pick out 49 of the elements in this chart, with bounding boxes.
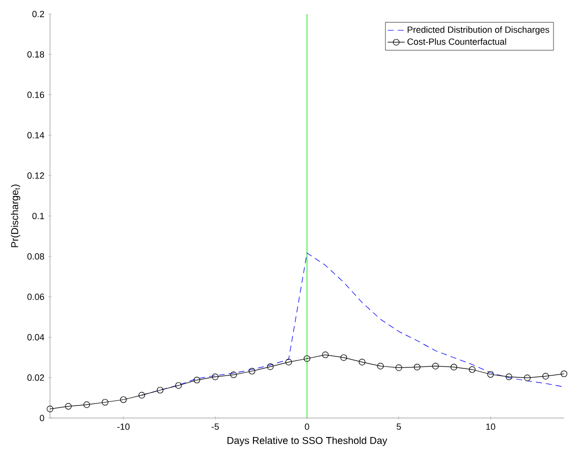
point: [542, 372, 549, 380]
y-tick-label: 0.1: [32, 212, 44, 220]
x-tick-label: -5: [212, 424, 219, 430]
y-tick-label: 0.2: [32, 10, 44, 18]
point: [432, 362, 439, 370]
point: [230, 371, 237, 378]
point: [487, 371, 494, 378]
point: [340, 354, 348, 361]
y-tick-label: 0.08: [27, 253, 44, 260]
point: [304, 355, 310, 362]
point: [120, 396, 127, 403]
y-tick-label: 0.16: [27, 92, 44, 98]
point: [138, 392, 146, 398]
legend-label: Cost-Plus Counterfactual: [407, 38, 506, 45]
y-tick-label: 0.06: [27, 294, 44, 300]
point: [468, 366, 476, 373]
y-tick-label: 0: [40, 414, 44, 422]
y-tick-label: 0.18: [27, 51, 44, 58]
point: [377, 362, 384, 370]
y-tick-label: 0.02: [27, 374, 44, 381]
x-tick-label: 10: [486, 424, 496, 430]
point: [358, 358, 366, 366]
point: [322, 351, 329, 358]
x-tick-label: -10: [117, 424, 130, 430]
point: [524, 374, 531, 382]
y-axis-title: Pr(Discharge$_{t}$): [10, 184, 20, 248]
x-axis-title: Days Relative to SSO Theshold Day: [228, 436, 388, 446]
point: [285, 358, 292, 366]
x-tick-label: 5: [396, 424, 401, 430]
point: [248, 368, 256, 374]
y-tick-label: 0.12: [27, 172, 44, 179]
point: [212, 374, 219, 380]
point: [266, 363, 274, 370]
point: [414, 364, 420, 370]
x-tick-label: 0: [304, 424, 310, 430]
y-tick-label: 0.04: [27, 334, 44, 340]
point: [506, 374, 512, 380]
point: [396, 364, 402, 371]
point: [156, 386, 164, 394]
point: [65, 402, 72, 410]
point: [175, 382, 182, 389]
point: [46, 406, 54, 412]
point: [560, 370, 568, 378]
legend-label: Predicted Distribution of Discharges: [408, 26, 550, 35]
point: [194, 376, 200, 384]
point: [102, 398, 108, 406]
point: [83, 401, 90, 408]
point: [450, 364, 458, 370]
y-tick-label: 0.14: [27, 132, 44, 138]
